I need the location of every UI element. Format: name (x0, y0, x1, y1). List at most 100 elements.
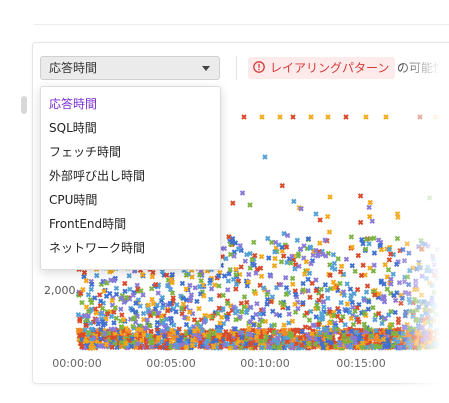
option-fetch-time[interactable]: フェッチ時間 (49, 145, 122, 159)
alert-suffix-text: の可能性 (397, 61, 446, 75)
scatter-point (165, 326, 171, 332)
scatter-point (118, 325, 125, 331)
scatter-point (174, 344, 180, 350)
scatter-point (118, 318, 124, 324)
scatter-point (144, 317, 150, 323)
scroll-handle[interactable] (21, 96, 27, 114)
scatter-point (377, 343, 384, 350)
scatter-point (130, 292, 136, 298)
scatter-point (418, 292, 425, 298)
scatter-point (260, 306, 267, 313)
scatter-point (317, 217, 323, 223)
scatter-point (321, 304, 327, 310)
scatter-point (206, 313, 212, 319)
scatter-point (238, 264, 244, 270)
scatter-point (362, 325, 368, 331)
scatter-point (340, 313, 346, 320)
scatter-point (287, 332, 294, 338)
scatter-point (197, 283, 203, 290)
scatter-point (137, 344, 143, 351)
scatter-point (271, 322, 278, 328)
scatter-point (348, 315, 355, 322)
scatter-point (204, 344, 211, 351)
scatter-point (320, 299, 327, 305)
scatter-point (257, 265, 264, 271)
option-cpu-time[interactable]: CPU時間 (49, 193, 98, 207)
scatter-point (325, 114, 331, 120)
option-frontend-time[interactable]: FrontEnd時間 (49, 217, 127, 231)
scatter-point (185, 315, 191, 322)
scatter-point (137, 303, 143, 309)
scatter-point (180, 301, 187, 307)
scatter-point (85, 309, 92, 315)
scatter-point (196, 305, 202, 312)
scatter-point (301, 271, 308, 277)
scatter-point (232, 344, 239, 351)
scatter-point (224, 314, 230, 320)
option-network-time[interactable]: ネットワーク時間 (49, 241, 146, 255)
scatter-point (190, 323, 197, 330)
scatter-point (405, 281, 412, 288)
scatter-point (216, 305, 222, 311)
metric-select[interactable]: 応答時間 (40, 56, 220, 80)
scatter-point (231, 304, 237, 310)
scatter-point (165, 308, 171, 314)
scatter-point (85, 313, 92, 319)
scatter-point (344, 281, 350, 287)
scatter-point (147, 323, 153, 329)
scatter-point (305, 276, 311, 283)
scatter-point (77, 318, 83, 324)
scatter-point (419, 337, 426, 343)
scatter-point (155, 310, 161, 316)
scatter-point (140, 292, 146, 298)
scatter-point (278, 281, 284, 288)
scatter-point (327, 194, 333, 200)
scatter-point (123, 294, 130, 301)
scatter-point (366, 299, 372, 305)
scatter-point (199, 328, 206, 334)
scatter-point (349, 328, 355, 334)
scatter-point (147, 333, 154, 340)
scatter-point (349, 335, 356, 341)
scatter-point (337, 342, 344, 348)
scatter-point (130, 316, 137, 322)
scatter-point (359, 340, 366, 346)
scatter-point (122, 288, 128, 295)
scatter-point (327, 309, 333, 315)
alert-badge[interactable]: レイアリングパターン (248, 57, 396, 79)
scatter-point (419, 313, 425, 319)
scatter-point (92, 295, 98, 301)
scatter-point (113, 285, 120, 292)
scatter-point (424, 268, 430, 274)
scatter-point (217, 320, 223, 326)
scatter-point (325, 295, 331, 301)
option-response-time[interactable]: 応答時間 (49, 97, 98, 111)
scatter-point (377, 242, 383, 249)
scatter-point (348, 234, 355, 240)
scatter-point (78, 340, 84, 346)
scatter-point (159, 305, 166, 311)
option-external-call-time[interactable]: 外部呼び出し時間 (49, 169, 146, 183)
option-sql-time[interactable]: SQL時間 (49, 121, 97, 135)
scatter-point (207, 277, 213, 284)
scatter-point (186, 309, 193, 315)
scatter-point (307, 244, 313, 250)
scatter-point (396, 279, 403, 286)
scatter-point (276, 345, 282, 351)
scatter-point (208, 286, 215, 292)
scatter-point (430, 253, 436, 259)
scatter-point (78, 332, 85, 338)
scatter-point (112, 334, 118, 341)
scatter-point (409, 308, 416, 314)
scatter-point (224, 300, 231, 307)
scatter-point (292, 261, 299, 268)
scatter-point (264, 291, 270, 298)
scatter-point (306, 317, 313, 323)
scatter-point (97, 298, 104, 304)
scatter-point (312, 341, 319, 347)
scatter-point (417, 114, 423, 120)
scatter-point (141, 331, 147, 338)
scatter-point (315, 305, 321, 312)
x-tick-label: 00:15:00 (336, 357, 386, 370)
scatter-point (227, 266, 233, 273)
